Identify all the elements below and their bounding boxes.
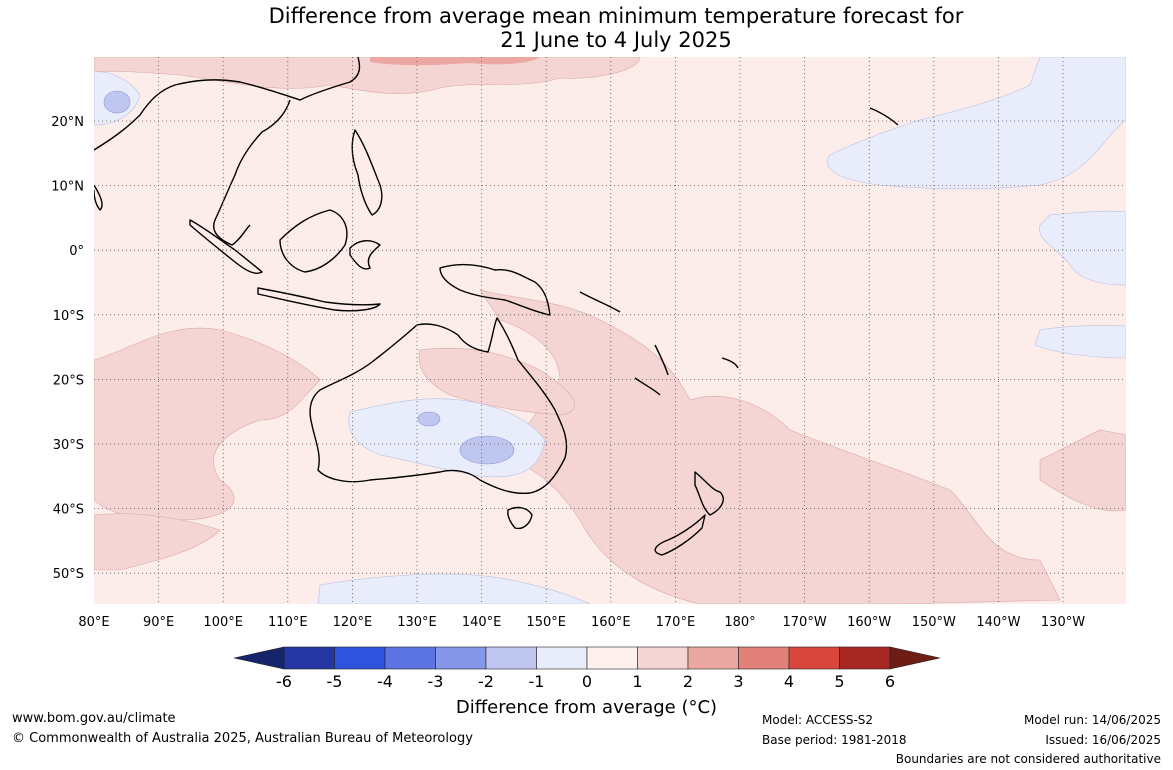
latitude-labels: 20°N 10°N 0° 10°S 20°S 30°S 40°S 50°S [51,115,84,582]
latitude-label: 20°S [53,373,84,388]
longitude-label: 110°E [268,615,308,630]
anomaly-region-1-2-east [1039,429,1126,512]
website-link[interactable]: www.bom.gov.au/climate [12,711,176,726]
colorbar-segment [738,646,790,670]
colorbar-segment [788,646,840,670]
colorbar-tick-label: 5 [834,672,844,691]
map-gridlines [94,57,1126,604]
colorbar [233,646,941,670]
colorbar-extend-low [233,646,285,670]
latitude-label: 20°N [51,115,84,130]
longitude-label: 130°W [1041,615,1085,630]
colorbar-tick-label: 6 [885,672,895,691]
colorbar-segment [839,646,891,670]
longitude-label: 180° [724,615,755,630]
coastline-java [257,287,381,312]
longitude-label: 130°E [397,615,437,630]
colorbar-tick-label: -5 [327,672,343,691]
colorbar-tick-label: -2 [478,672,494,691]
map-title: Difference from average mean minimum tem… [0,4,1173,52]
longitude-label: 140°W [976,615,1020,630]
anomaly-field [94,57,1126,604]
longitude-label: 170°E [656,615,696,630]
model-name: Model: ACCESS-S2 [762,713,874,727]
coastline-fiji [721,357,739,369]
colorbar-tick-label: -6 [276,672,292,691]
longitude-label: 120°E [333,615,373,630]
longitude-label: 150°E [526,615,566,630]
coastline-new-zealand-south [654,514,706,556]
coastline-mainland-asia [94,57,361,246]
longitude-label: 100°E [203,615,243,630]
coastline-borneo [279,209,348,273]
copyright-text: © Commonwealth of Australia 2025, Austra… [12,731,473,746]
anomaly-region-neg2-india [103,90,131,114]
issued-date: Issued: 16/06/2025 [1045,733,1161,747]
longitude-label: 170°W [783,615,827,630]
anomaly-region-neg2-australia-west [417,411,441,427]
colorbar-segment [536,646,588,670]
colorbar-ticks: -6 -5 -4 -3 -2 -1 0 1 2 3 4 5 6 [276,672,895,691]
latitude-label: 10°N [51,180,84,195]
colorbar-tick-label: 1 [632,672,642,691]
coastline-tasmania [507,506,533,530]
longitude-labels: 80°E 90°E 100°E 110°E 120°E 130°E 140°E 150°E 16… [78,615,1085,630]
coastline-india [94,184,103,211]
anomaly-region-1-2-south [94,513,221,571]
coastline-australia [309,317,568,495]
longitude-label: 160°E [591,615,631,630]
coastline-new-caledonia [634,377,661,396]
colorbar-tick-label: -4 [377,672,393,691]
latitude-label: 50°S [53,567,84,582]
longitude-label: 140°E [462,615,502,630]
latitude-label: 0° [69,244,84,259]
anomaly-region-neg2-australia [459,435,515,465]
coastline-philippines [351,129,383,216]
coastline-vanuatu [654,344,669,376]
colorbar-extend-high [889,646,941,670]
anomaly-region-neg-pacific-southeast [1034,325,1126,359]
anomaly-region-neg-pacific-east [1039,210,1126,286]
anomaly-region-1-2-north [94,57,641,94]
coastline-solomons [579,291,621,313]
colorbar-tick-label: 4 [784,672,794,691]
colorbar-tick-label: -1 [529,672,545,691]
base-period: Base period: 1981-2018 [762,733,907,747]
latitude-label: 10°S [53,309,84,324]
colorbar-segment [687,646,739,670]
colorbar-segment [637,646,689,670]
model-run: Model run: 14/06/2025 [1023,713,1161,727]
colorbar-tick-label: 3 [733,672,743,691]
colorbar-segment [435,646,487,670]
longitude-label: 160°W [847,615,891,630]
anomaly-region-1-2-aus-north [418,347,575,416]
colorbar-title-text: Difference from average (°C) [455,697,718,718]
boundaries-disclaimer: Boundaries are not considered authoritat… [895,752,1161,766]
anomaly-region-neg-pacific-north [827,57,1126,190]
colorbar-segment [334,646,386,670]
coastline-sulawesi [349,240,381,270]
coastline-new-zealand-north [694,471,724,516]
longitude-label: 80°E [78,615,109,630]
colorbar-tick-label: 2 [683,672,693,691]
longitude-label: 90°E [143,615,174,630]
longitude-label: 150°W [912,615,956,630]
latitude-label: 40°S [53,503,84,518]
coastline-hawaii [869,107,899,126]
colorbar-segment [586,646,638,670]
colorbar-tick-label: 0 [582,672,592,691]
title-line-2: 21 June to 4 July 2025 [500,28,732,52]
colorbar-segment [485,646,537,670]
colorbar-segment [283,646,335,670]
anomaly-region-neg-south [317,573,591,604]
title-line-1: Difference from average mean minimum tem… [268,4,964,28]
latitude-label: 30°S [53,438,84,453]
anomaly-region-2-3-north [370,57,540,66]
colorbar-title: Difference from average (°C) [0,697,1173,718]
colorbar-tick-label: -3 [428,672,444,691]
colorbar-segment [384,646,436,670]
